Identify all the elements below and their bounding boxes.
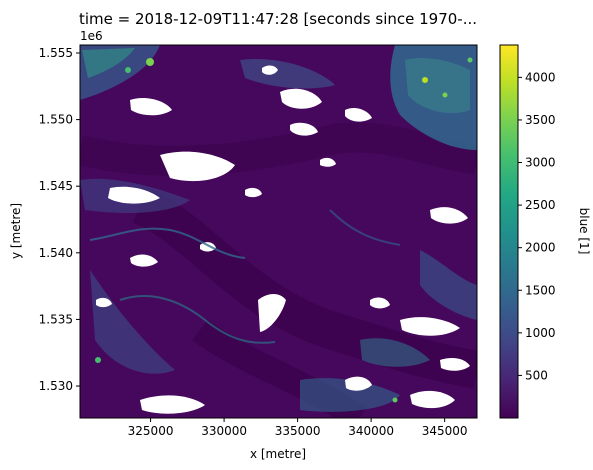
x-tick-label: 345000 — [422, 424, 468, 438]
colorbar-axis: 500 1000 1500 2000 2500 3000 3500 4000 — [518, 70, 556, 382]
x-tick-label: 330000 — [201, 424, 247, 438]
colorbar-tick-label: 4000 — [525, 70, 556, 84]
colorbar-tick-label: 1000 — [525, 326, 556, 340]
plot-frame — [79, 44, 478, 419]
y-tick-label: 1.535 — [39, 312, 73, 326]
colorbar-tick-label: 500 — [525, 368, 548, 382]
colorbar-tick-label: 3000 — [525, 156, 556, 170]
x-tick-label: 340000 — [348, 424, 394, 438]
y-tick-label: 1.530 — [39, 379, 73, 393]
colorbar-tick-label: 2000 — [525, 241, 556, 255]
colorbar-label: blue [1] — [577, 208, 591, 255]
x-tick-label: 335000 — [275, 424, 321, 438]
x-axis: 325000 330000 335000 340000 345000 — [128, 418, 468, 438]
chart-title: time = 2018-12-09T11:47:28 [seconds sinc… — [79, 10, 477, 28]
raster-image — [80, 45, 477, 418]
y-offset-label: 1e6 — [80, 29, 103, 43]
x-tick-label: 325000 — [128, 424, 174, 438]
colorbar-tick-label: 2500 — [525, 198, 556, 212]
y-tick-label: 1.540 — [39, 246, 73, 260]
y-axis-label: y [metre] — [9, 203, 23, 259]
colorbar-tick-label: 3500 — [525, 113, 556, 127]
y-tick-label: 1.555 — [39, 46, 73, 60]
y-axis: 1.530 1.535 1.540 1.545 1.550 1.555 — [39, 46, 80, 393]
colorbar — [499, 44, 519, 419]
y-tick-label: 1.545 — [39, 179, 73, 193]
colorbar-tick-label: 1500 — [525, 283, 556, 297]
x-axis-label: x [metre] — [250, 447, 306, 461]
y-tick-label: 1.550 — [39, 113, 73, 127]
